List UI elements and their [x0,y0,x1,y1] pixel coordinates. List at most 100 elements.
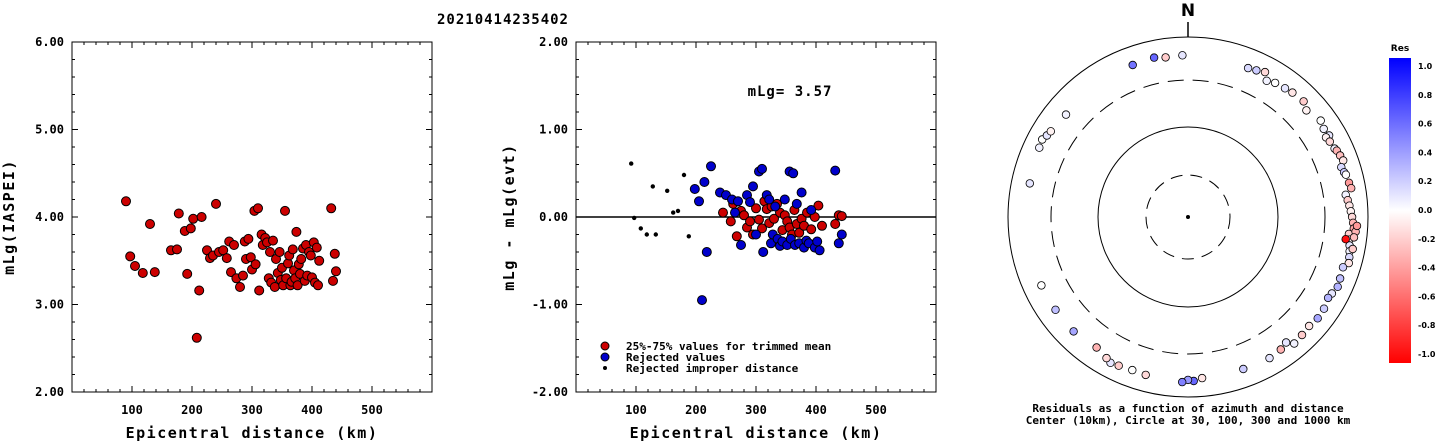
x-tick-labels: 100 200 300 400 500 [625,403,887,417]
station-residual-point [1149,53,1159,62]
station-residual-point [1341,170,1351,179]
data-point [253,203,263,214]
x-tick-labels: 100 200 300 400 500 [121,403,383,417]
data-point [245,252,256,263]
data-point [796,187,807,198]
data-point [280,205,290,216]
data-point [739,210,749,221]
data-point [211,198,221,209]
station-residuals [1025,51,1362,387]
circle-30km [1145,174,1231,260]
tick-marks [575,41,937,393]
circle-100km [1097,126,1279,308]
data-point [296,254,307,264]
colorbar-tick-label: -0.6 [1418,292,1436,301]
y-tick-label: 1.00 [539,123,568,137]
station-residual-point [1037,281,1046,290]
x-tick-label: 200 [181,403,203,417]
colorbar: Res 1.0 0.8 0.6 0.4 0.2 0.0 -0.2 -0.4 -0.6 -0.8 -1… [1389,44,1436,363]
data-point [701,247,712,257]
station-residual-point [1141,370,1150,380]
legend-marker-trimmed [600,341,610,351]
y-tick-labels: 2.00 3.00 4.00 5.00 6.00 [35,35,64,399]
colorbar-tick-label: 0.6 [1418,120,1433,129]
colorbar-tick-label: 0.2 [1418,177,1432,186]
data-point [757,163,767,174]
data-point [697,295,707,306]
y-tick-label: -1.00 [532,298,568,312]
data-point [770,201,781,212]
improper-distance-point [650,184,655,189]
station-residual-point [1349,233,1359,242]
data-point [226,267,236,278]
data-point [764,194,775,205]
data-point [769,213,779,224]
improper-distance-point [681,172,687,178]
data-point [718,207,728,218]
station-residual-point [1243,63,1253,73]
data-point [121,196,131,207]
station-residual-point [1344,258,1353,268]
station-residual-point [1128,365,1137,375]
data-point [314,255,325,266]
data-point [817,220,827,231]
improper-distance-point [653,232,658,237]
station-residual-point [1316,116,1325,125]
data-point [758,247,769,257]
data-point [788,168,799,179]
data-point [813,200,824,211]
improper-distance-point [665,188,670,193]
legend-label-trimmed: 25%-75% values for trimmed mean [626,340,831,353]
tick-marks [71,41,433,393]
station-residual-point [1323,293,1333,303]
data-point [305,250,316,261]
colorbar-tick-label: -0.8 [1418,321,1436,330]
colorbar-tick-label: -0.4 [1418,264,1436,273]
x-tick-label: 300 [241,403,263,417]
y-tick-label: 5.00 [35,123,64,137]
y-tick-label: 4.00 [35,210,64,224]
data-point [130,261,140,271]
data-point [745,216,755,227]
caption-line-1: Residuals as a function of azimuth and d… [1032,402,1344,415]
data-point [221,253,232,264]
colorbar-tick-label: 0.0 [1418,206,1433,215]
data-point [250,259,261,270]
data-points [121,196,341,343]
y-tick-label: 2.00 [539,35,568,49]
improper-distance-point [638,226,643,231]
station-residual-point [1114,361,1123,370]
station-residual-point [1299,97,1308,106]
data-point [185,223,196,234]
station-residual-point [1280,84,1290,93]
circle-300km [1050,79,1326,355]
data-point [172,244,182,255]
station-residual-point [1051,305,1060,314]
x-tick-label: 500 [361,403,383,417]
station-residual-point [1177,377,1187,387]
colorbar-tick-label: 1.0 [1418,62,1433,71]
data-point [196,212,207,222]
station-residual-point [1046,127,1055,136]
data-point [745,197,755,208]
data-point [328,275,338,286]
station-residual-point [1069,327,1078,336]
x-tick-label: 100 [121,403,143,417]
data-point [751,229,761,240]
station-residual-point [1338,263,1348,272]
legend-label-improper: Rejected improper distance [626,362,799,375]
station-residual-point [1025,179,1034,188]
data-point [149,267,160,278]
station-residual-point [1319,124,1328,134]
station-residual-point [1061,110,1071,119]
data-point [291,226,302,237]
station-residual-point [1333,282,1342,291]
legend-marker-rejected [600,352,610,362]
station-residual-point [1260,67,1270,77]
data-point [145,219,155,229]
improper-distance-point [629,161,634,166]
figure-title: 20210414235402 [437,12,569,28]
station-residual-point [1102,353,1111,363]
y-axis-label: mLg - mLg(evt) [500,143,518,290]
station-residual-point [1161,53,1170,62]
